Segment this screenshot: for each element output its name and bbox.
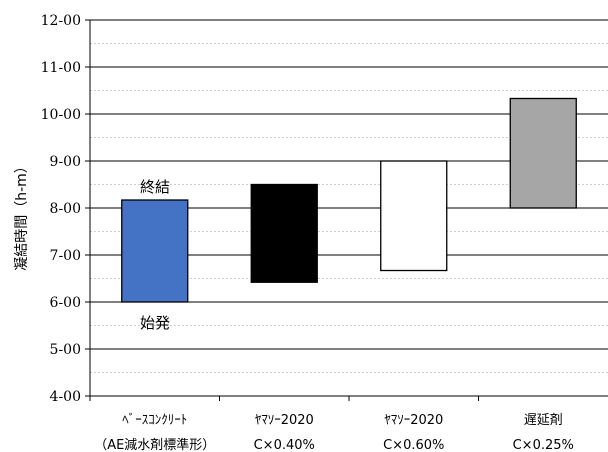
y-axis: 4-00 5-00 6-00 7-00 8-00 9-00 10-00 11-00 12-00 [41, 13, 91, 405]
y-tick-label: 7-00 [50, 248, 81, 264]
range-bar [250, 183, 318, 283]
category-label-line1: ﾍﾞｰｽｺﾝｸﾘｰﾄ [122, 413, 187, 428]
y-tick-label: 9-00 [50, 154, 81, 170]
x-axis [89, 395, 608, 401]
y-tick-label: 12-00 [41, 13, 81, 29]
range-bar [509, 97, 577, 209]
y-tick-label: 6-00 [50, 295, 81, 311]
category-label-line1: 遅延剤 [524, 412, 563, 428]
y-tick-label: 10-00 [41, 107, 81, 123]
end-time-annotation: 終結 [140, 178, 170, 196]
y-tick-label: 5-00 [50, 342, 81, 358]
y-tick-label: 8-00 [50, 201, 81, 217]
x-tick-labels: ﾍﾞｰｽｺﾝｸﾘｰﾄ （AE減水剤標準形） ﾔﾏｿｰ2020 C×0.40% ﾔﾏｿｰ2… [94, 412, 574, 452]
category-label-line2: （AE減水剤標準形） [94, 437, 215, 452]
category-label-line1: ﾔﾏｿｰ2020 [384, 413, 443, 428]
y-tick-label: 11-00 [41, 60, 81, 76]
y-tick-label: 4-00 [50, 389, 81, 405]
category-label-line1: ﾔﾏｿｰ2020 [255, 413, 314, 428]
category-label-line2: C×0.60% [383, 438, 444, 452]
y-axis-title: 凝結時間（h-m） [14, 159, 30, 271]
range-bar [121, 199, 189, 303]
start-time-annotation: 始発 [140, 314, 170, 332]
range-bars [121, 97, 577, 303]
category-label-line2: C×0.25% [513, 438, 574, 452]
range-bar [380, 160, 448, 272]
category-label-line2: C×0.40% [254, 438, 315, 452]
